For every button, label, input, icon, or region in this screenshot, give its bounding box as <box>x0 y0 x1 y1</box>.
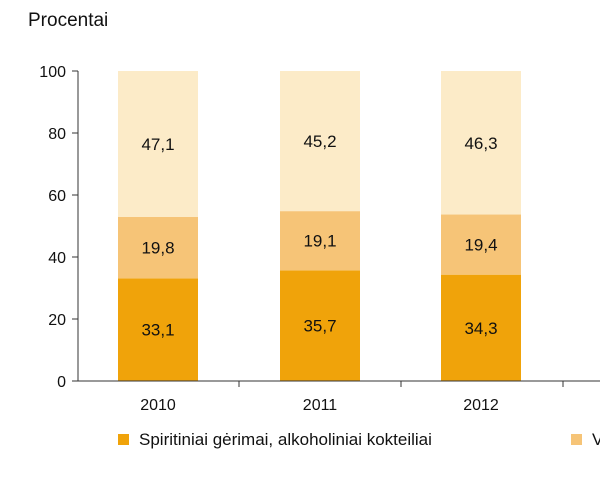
x-tick-label-2012: 2012 <box>463 397 499 414</box>
x-tick-label-2010: 2010 <box>140 397 176 414</box>
bar-segment-2012-s1 <box>441 214 521 275</box>
data-label-2011-s2: 45,2 <box>303 132 336 151</box>
y-tick-label-20: 20 <box>48 312 66 329</box>
y-tick-label-80: 80 <box>48 126 66 143</box>
data-label-2010-s2: 47,1 <box>141 135 174 154</box>
data-label-2010-s0: 33,1 <box>141 321 174 340</box>
axes-group: 2010 2011 2012 0 20 40 60 80 100 <box>39 64 600 414</box>
bar-segment-2010-s1 <box>118 217 198 279</box>
data-label-2010-s1: 19,8 <box>141 239 174 258</box>
y-tick-label-60: 60 <box>48 188 66 205</box>
x-tick-label-2011: 2011 <box>303 397 338 414</box>
data-label-2012-s1: 19,4 <box>464 236 497 255</box>
bar-segment-2012-s0 <box>441 274 521 381</box>
data-label-2012-s2: 46,3 <box>464 134 497 153</box>
y-tick-label-40: 40 <box>48 250 66 267</box>
bars-group: 33,1 19,8 47,1 35,7 19,1 45,2 34,3 19,4 46,3 <box>118 71 521 381</box>
legend-swatch-s0 <box>118 434 129 445</box>
y-tick-label-0: 0 <box>57 374 66 391</box>
legend-swatch-s1 <box>571 434 582 445</box>
bar-segment-2010-s2 <box>118 71 198 218</box>
y-tick-label-100: 100 <box>39 64 66 81</box>
bar-segment-2011-s2 <box>280 71 360 212</box>
bar-segment-2011-s0 <box>280 270 360 381</box>
bar-segment-2012-s2 <box>441 71 521 215</box>
legend: Spiritiniai gėrimai, alkoholiniai koktei… <box>118 430 600 449</box>
data-label-2011-s0: 35,7 <box>303 317 336 336</box>
data-label-2012-s0: 34,3 <box>464 319 497 338</box>
data-label-2011-s1: 19,1 <box>303 232 336 251</box>
bar-segment-2011-s1 <box>280 211 360 271</box>
legend-label-s1: V <box>592 430 600 449</box>
bar-segment-2010-s0 <box>118 278 198 381</box>
y-axis-label: Procentai <box>28 10 108 31</box>
legend-label-s0: Spiritiniai gėrimai, alkoholiniai koktei… <box>139 430 432 449</box>
